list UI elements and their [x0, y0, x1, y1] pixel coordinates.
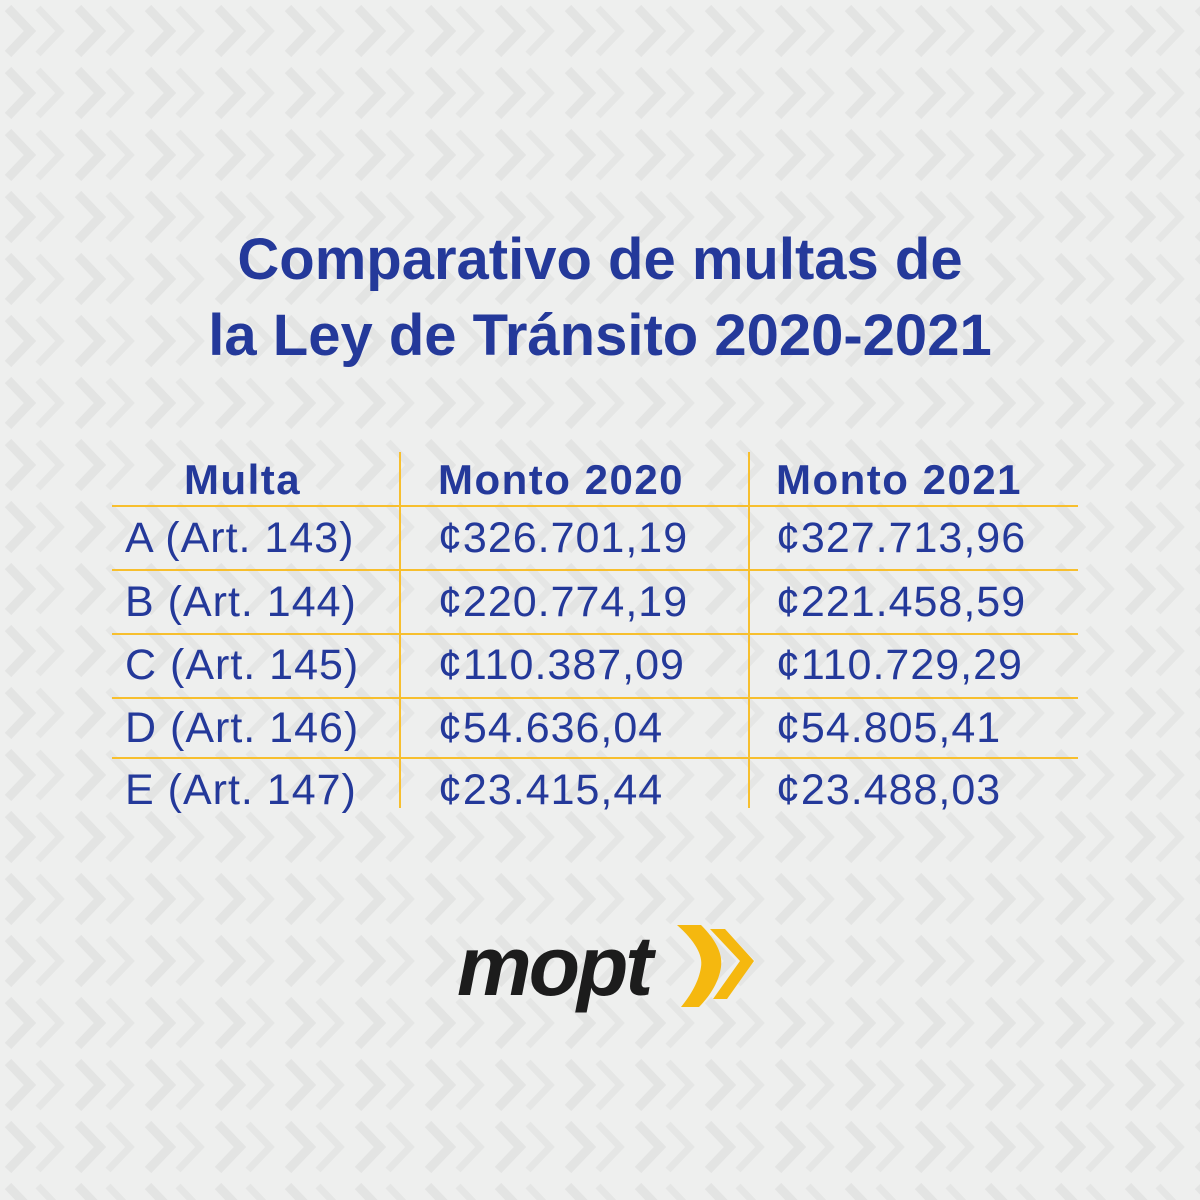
- table-cell-monto-2020: ¢220.774,19: [438, 578, 689, 626]
- row-divider: [112, 697, 1078, 699]
- table-cell-monto-2021: ¢54.805,41: [776, 704, 1002, 752]
- header-monto-2021: Monto 2021: [776, 456, 1023, 503]
- column-divider: [748, 452, 750, 808]
- table-cell-monto-2020: ¢23.415,44: [438, 766, 664, 814]
- row-divider: [112, 569, 1078, 571]
- table-cell-multa: A (Art. 143): [125, 514, 355, 562]
- table-cell-multa: B (Art. 144): [125, 578, 357, 626]
- row-divider: [112, 505, 1078, 507]
- table-cell-monto-2021: ¢327.713,96: [776, 514, 1027, 562]
- table-cell-multa: D (Art. 146): [125, 704, 360, 752]
- row-divider: [112, 633, 1078, 635]
- table-cell-multa: E (Art. 147): [125, 766, 357, 814]
- mopt-logo: mopt: [457, 919, 754, 1013]
- title-line-2: la Ley de Tránsito 2020-2021: [208, 303, 992, 368]
- table-cell-monto-2021: ¢221.458,59: [776, 578, 1027, 626]
- row-divider: [112, 757, 1078, 759]
- chevron-arrows-icon: [677, 925, 754, 1007]
- table-cell-monto-2020: ¢54.636,04: [438, 704, 664, 752]
- column-divider: [399, 452, 401, 808]
- table-cell-monto-2020: ¢326.701,19: [438, 514, 689, 562]
- header-multa: Multa: [184, 456, 302, 503]
- table-cell-monto-2020: ¢110.387,09: [438, 641, 685, 689]
- logo-wordmark: mopt: [457, 919, 656, 1013]
- table-cell-monto-2021: ¢23.488,03: [776, 766, 1002, 814]
- table-cell-monto-2021: ¢110.729,29: [776, 641, 1023, 689]
- page-title: Comparativo de multas de la Ley de Tráns…: [0, 222, 1200, 374]
- table-cell-multa: C (Art. 145): [125, 641, 360, 689]
- header-monto-2020: Monto 2020: [438, 456, 685, 503]
- title-line-1: Comparativo de multas de: [237, 227, 963, 292]
